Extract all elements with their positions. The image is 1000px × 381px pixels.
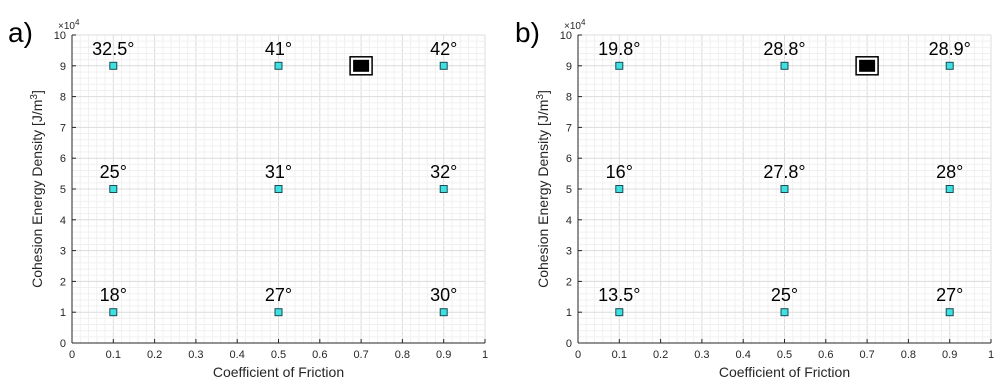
data-point [615, 61, 624, 70]
x-tick-label: 0.4 [736, 349, 751, 361]
y-tick-label: 7 [566, 122, 572, 134]
x-tick-label: 0 [69, 349, 75, 361]
angle-label: 32.5° [92, 39, 134, 59]
y-tick-label: 8 [60, 92, 66, 104]
data-point [615, 308, 624, 317]
angle-label: 31° [265, 162, 292, 182]
data-point [945, 185, 954, 193]
y-tick-label: 6 [60, 153, 66, 165]
y-exponent: ×104 [564, 18, 586, 32]
angle-label: 32° [430, 162, 457, 182]
y-tick-label: 2 [566, 276, 572, 288]
y-tick-label: 9 [60, 61, 66, 73]
y-tick-label: 5 [60, 184, 66, 196]
angle-label: 27° [265, 285, 292, 305]
panel-a: 0 0.1 0.2 0.3 0.4 0.5 0.6 0.7 0.8 0.9 101234567891… [8, 17, 488, 380]
angle-label: 25° [771, 285, 798, 305]
y-tick-label: 10 [560, 30, 572, 42]
x-tick-label: 0.1 [106, 349, 121, 361]
x-tick-label: 0.2 [147, 349, 162, 361]
x-tick-label: 1 [482, 349, 488, 361]
angle-label: 25° [100, 162, 127, 182]
x-tick-label: 1 [988, 349, 994, 361]
data-point [945, 308, 954, 317]
y-tick-label: 4 [60, 215, 66, 227]
y-tick-label: 3 [60, 246, 66, 258]
x-tick-label: 0.3 [188, 349, 203, 361]
x-tick-label: 0.7 [353, 349, 368, 361]
x-tick-label: 0.8 [395, 349, 410, 361]
angle-label: 42° [430, 39, 457, 59]
x-tick-label: 0.6 [312, 349, 327, 361]
data-point [780, 185, 789, 193]
angle-label: 41° [265, 39, 292, 59]
x-axis-label: Coefficient of Friction [719, 364, 850, 380]
x-tick-label: 0 [575, 349, 581, 361]
panel-label: b) [515, 17, 540, 48]
angle-label: 19.8° [598, 39, 640, 59]
y-tick-label: 0 [566, 338, 572, 350]
x-tick-label: 0.8 [901, 349, 916, 361]
y-tick-label: 4 [566, 215, 572, 227]
data-point [109, 308, 118, 317]
x-tick-label: 0.6 [818, 349, 833, 361]
x-tick-label: 0.2 [653, 349, 668, 361]
data-point [780, 61, 789, 70]
angle-label: 13.5° [598, 285, 640, 305]
data-point [274, 308, 283, 317]
angle-label: 16° [606, 162, 633, 182]
angle-label: 28.9° [929, 39, 971, 59]
x-tick-label: 0.5 [777, 349, 792, 361]
y-tick-label: 0 [60, 338, 66, 350]
y-axis-label: Cohesion Energy Density [J/m3] [535, 90, 551, 288]
panel-label: a) [8, 17, 33, 48]
x-axis-label: Coefficient of Friction [213, 364, 344, 380]
data-point [109, 61, 118, 70]
y-tick-label: 1 [60, 307, 66, 319]
data-point [274, 185, 283, 193]
x-tick-label: 0.5 [271, 349, 286, 361]
y-tick-label: 8 [566, 92, 572, 104]
y-tick-label: 7 [60, 122, 66, 134]
angle-label: 27° [936, 285, 963, 305]
angle-label: 27.8° [763, 162, 805, 182]
data-point [439, 308, 448, 317]
x-tick-label: 0.3 [694, 349, 709, 361]
x-tick-label: 0.4 [230, 349, 245, 361]
data-point [109, 185, 118, 193]
x-tick-label: 0.1 [612, 349, 627, 361]
y-tick-label: 6 [566, 153, 572, 165]
angle-label: 30° [430, 285, 457, 305]
y-tick-label: 2 [60, 276, 66, 288]
x-tick-label: 0.9 [942, 349, 957, 361]
y-tick-label: 3 [566, 246, 572, 258]
y-tick-label: 10 [54, 30, 66, 42]
y-tick-label: 5 [566, 184, 572, 196]
angle-label: 28.8° [763, 39, 805, 59]
data-point [945, 61, 954, 70]
y-axis-label: Cohesion Energy Density [J/m3] [29, 90, 45, 288]
legend-marker [353, 59, 370, 72]
data-point [780, 308, 789, 317]
panel-b: 0 0.1 0.2 0.3 0.4 0.5 0.6 0.7 0.8 0.9 101234567891… [515, 17, 994, 380]
data-point [274, 61, 283, 70]
data-point [615, 185, 624, 193]
x-tick-label: 0.9 [436, 349, 451, 361]
angle-label: 28° [936, 162, 963, 182]
y-exponent: ×104 [58, 18, 80, 32]
data-point [439, 185, 448, 193]
legend-marker [859, 59, 876, 72]
data-point [439, 61, 448, 70]
angle-label: 18° [100, 285, 127, 305]
y-tick-label: 1 [566, 307, 572, 319]
x-tick-label: 0.7 [859, 349, 874, 361]
y-tick-label: 9 [566, 61, 572, 73]
